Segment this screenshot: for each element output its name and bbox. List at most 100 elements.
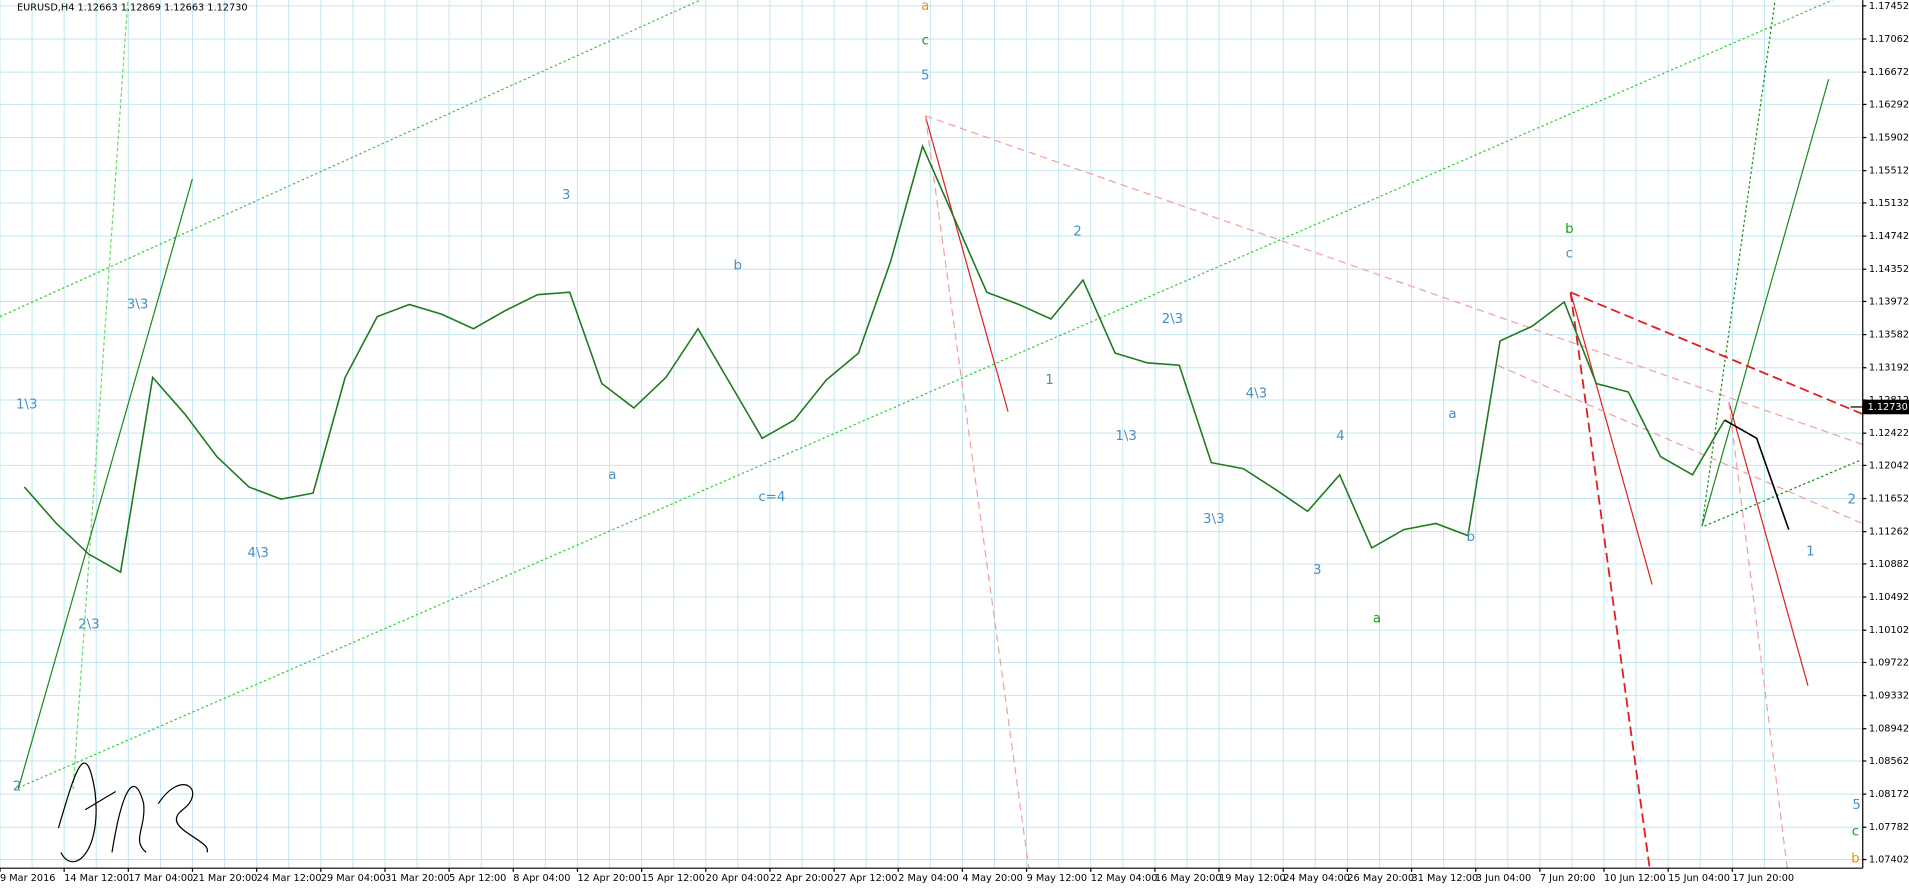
price-line [23,143,1726,574]
trend-line [17,178,193,790]
channel-line [18,0,1833,789]
trend-line [1569,292,1653,585]
y-tick-label: 1.10492 [1869,592,1909,603]
wave-label: 4\3 [1246,386,1268,401]
wave-label: b [734,259,743,274]
channel-line [72,0,129,790]
y-tick-label: 1.09722 [1869,657,1909,668]
wave-label: a [1448,407,1456,422]
y-tick-label: 1.14742 [1869,231,1909,242]
x-tick-label: 4 May 20:00 [962,873,1022,884]
wave-label: 2\3 [1162,312,1184,327]
y-tick-label: 1.15132 [1869,198,1909,209]
wave-label: c [1566,246,1573,261]
wave-label: 2 [1848,492,1857,507]
y-tick-label: 1.13972 [1869,296,1909,307]
signature [57,762,208,863]
x-tick-label: 24 May 04:00 [1283,873,1350,884]
x-tick-label: 17 Mar 04:00 [128,873,193,884]
x-tick-label: 3 Jun 04:00 [1476,873,1532,884]
y-tick-label: 1.11262 [1869,527,1909,538]
trend-line [1497,364,1863,525]
channel-line [0,0,701,318]
price-axis [1862,0,1909,889]
wave-label: 3\3 [1203,512,1225,527]
wave-label: 3 [562,188,571,203]
trend-line [1569,292,1651,869]
trend-line [1701,79,1830,527]
x-tick-label: 24 Mar 12:00 [257,873,322,884]
wave-label: 4 [1336,429,1345,444]
wave-label: 2 [13,780,22,795]
wave-label: b [1851,851,1860,866]
y-tick-label: 1.10882 [1869,559,1909,570]
wave-label: 4\3 [247,546,269,561]
y-tick-label: 1.07782 [1869,822,1909,833]
y-tick-label: 1.17062 [1869,34,1909,45]
y-tick-label: 1.15902 [1869,133,1909,144]
wave-label: 1\3 [1115,429,1137,444]
x-tick-label: 8 Apr 04:00 [513,873,570,884]
x-tick-label: 12 Apr 20:00 [577,873,640,884]
current-price-label: 1.12730 [1868,402,1908,413]
plot: ac53bc=4a211\32\34\33\343aabbc125cb1\33\… [13,0,1861,866]
y-tick-label: 1.16672 [1869,67,1909,78]
y-tick-label: 1.13582 [1869,330,1909,341]
wave-label: 5 [1852,798,1861,813]
wave-label: c [922,33,929,48]
x-tick-label: 9 Mar 2016 [0,873,55,884]
current-price-box [1862,399,1909,415]
trend-line [924,115,1009,412]
trend-line [1728,401,1809,686]
wave-label: 3 [1313,563,1322,578]
wave-label: c=4 [758,490,785,505]
wave-label: 1\3 [16,397,38,412]
x-tick-label: 16 May 20:00 [1155,873,1222,884]
trend-line [1570,291,1864,415]
y-tick-label: 1.08172 [1869,789,1909,800]
y-tick-label: 1.14352 [1869,264,1909,275]
x-tick-label: 9 May 12:00 [1027,873,1087,884]
wave-label: b [1565,222,1574,237]
wave-label: a [1373,612,1381,627]
y-tick-label: 1.16292 [1869,99,1909,110]
trend-line [1704,459,1861,527]
y-tick-label: 1.08562 [1869,756,1909,767]
y-tick-label: 1.15512 [1869,166,1909,177]
x-tick-label: 2 May 04:00 [898,873,958,884]
y-tick-label: 1.09332 [1869,691,1909,702]
trend-line [1728,401,1788,869]
x-tick-label: 12 May 04:00 [1091,873,1158,884]
wave-label: 2\3 [78,618,100,633]
wave-label: 3\3 [127,297,149,312]
wave-label: 1 [1806,545,1815,560]
price-line [1724,419,1790,530]
x-tick-label: 15 Jun 04:00 [1668,873,1730,884]
wave-label: 5 [921,69,930,84]
wave-label: a [921,0,929,14]
grid [0,0,1863,869]
y-tick-label: 1.13192 [1869,363,1909,374]
x-tick-label: 17 Jun 20:00 [1732,873,1794,884]
x-tick-label: 31 May 12:00 [1412,873,1479,884]
wave-label: 2 [1073,224,1082,239]
wave-label: 1 [1045,373,1054,388]
y-tick-label: 1.11652 [1869,494,1909,505]
y-tick-label: 1.10102 [1869,625,1909,636]
x-tick-label: 26 May 20:00 [1347,873,1414,884]
x-tick-label: 19 May 12:00 [1219,873,1286,884]
y-tick-label: 1.12422 [1869,428,1909,439]
x-tick-label: 21 Mar 20:00 [192,873,257,884]
y-tick-label: 1.08942 [1869,724,1909,735]
wave-label: a [608,468,616,483]
x-tick-label: 10 Jun 12:00 [1604,873,1666,884]
x-tick-label: 15 Apr 12:00 [642,873,705,884]
y-tick-label: 1.12042 [1869,460,1909,471]
trend-line [925,115,1863,446]
x-tick-label: 5 Apr 12:00 [449,873,506,884]
x-tick-label: 7 Jun 20:00 [1540,873,1596,884]
y-tick-label: 1.17452 [1869,1,1909,12]
y-tick-label: 1.07402 [1869,855,1909,866]
